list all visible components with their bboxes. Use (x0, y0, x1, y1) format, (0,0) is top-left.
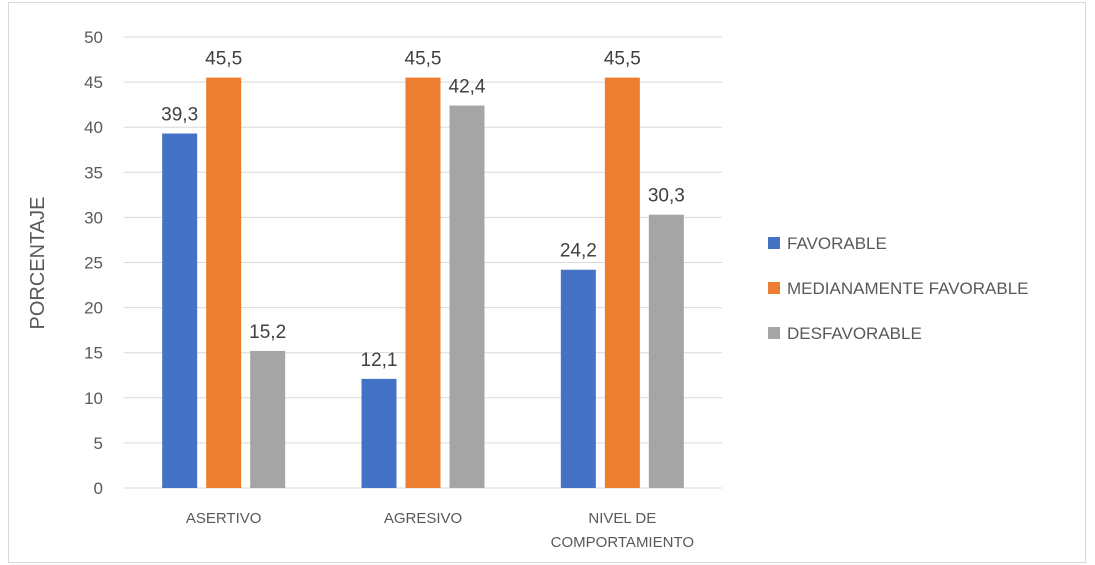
data-label: 45,5 (205, 49, 242, 70)
y-tick-label: 35 (84, 163, 103, 182)
bar-medianamente-favorable (206, 77, 242, 488)
y-tick-label: 40 (84, 118, 103, 137)
bar-desfavorable (250, 350, 286, 488)
y-tick-label: 5 (94, 434, 103, 453)
legend-swatch (768, 327, 780, 339)
x-category-label: NIVEL DE (588, 510, 656, 527)
legend-entry: DESFAVORABLE (787, 324, 922, 343)
legend-swatch (768, 237, 780, 249)
legend: FAVORABLE MEDIANAMENTE FAVORABLE DESFAVORA… (768, 234, 1029, 343)
bars (162, 77, 684, 488)
x-axis-categories: ASERTIVO AGRESIVO NIVEL DE COMPORTAMIENTO (186, 510, 694, 551)
bar-desfavorable (449, 105, 485, 488)
x-category-label: AGRESIVO (384, 510, 462, 527)
y-tick-label: 25 (84, 254, 103, 273)
data-label: 24,2 (560, 241, 597, 262)
data-label: 15,2 (249, 322, 286, 343)
x-category-label: ASERTIVO (186, 510, 262, 527)
data-label: 12,1 (361, 350, 398, 371)
data-label: 42,4 (449, 77, 486, 98)
y-tick-label: 20 (84, 299, 103, 318)
data-label: 45,5 (604, 49, 641, 70)
y-tick-label: 10 (84, 389, 103, 408)
bar-medianamente-favorable (604, 77, 640, 488)
x-category-label: COMPORTAMIENTO (551, 534, 694, 551)
chart-frame (8, 2, 1086, 563)
bar-desfavorable (648, 214, 684, 488)
legend-entry: FAVORABLE (787, 234, 887, 253)
y-tick-label: 50 (84, 28, 103, 47)
data-label: 39,3 (161, 105, 198, 126)
y-tick-label: 45 (84, 73, 103, 92)
data-label: 45,5 (405, 49, 442, 70)
bar-medianamente-favorable (405, 77, 441, 488)
bar-favorable (162, 133, 198, 488)
data-labels: 39,3 12,1 24,2 45,5 45,5 45,5 15,2 42,4 30,3 (161, 49, 685, 371)
y-axis-ticks: 0 5 10 15 20 25 30 35 40 45 50 (84, 28, 103, 498)
y-tick-label: 0 (94, 479, 103, 498)
data-label: 30,3 (648, 186, 685, 207)
y-axis-title: PORCENTAJE (27, 197, 49, 330)
y-tick-label: 15 (84, 344, 103, 363)
y-tick-label: 30 (84, 208, 103, 227)
legend-swatch (768, 282, 780, 294)
bar-favorable (361, 378, 397, 488)
bar-favorable (560, 269, 596, 488)
legend-entry: MEDIANAMENTE FAVORABLE (787, 279, 1029, 298)
